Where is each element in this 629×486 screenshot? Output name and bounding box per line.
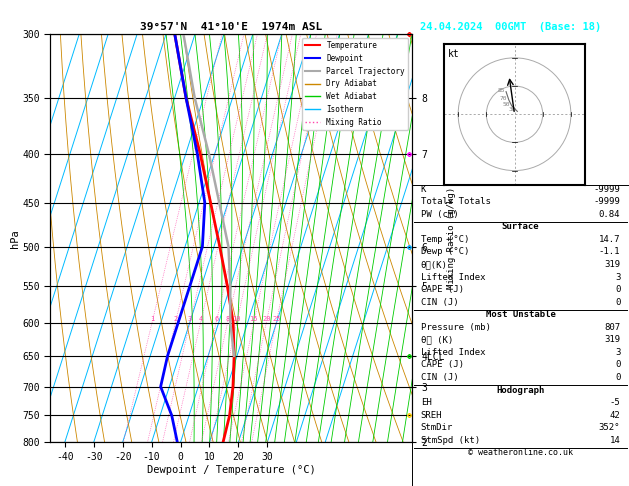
Text: θᴄ (K): θᴄ (K) [421, 335, 453, 345]
Text: 3: 3 [188, 316, 192, 322]
Text: θᴄ(K): θᴄ(K) [421, 260, 448, 269]
Text: kt: kt [448, 50, 460, 59]
Text: 14: 14 [610, 436, 620, 445]
Text: CAPE (J): CAPE (J) [421, 285, 464, 294]
Text: 0.84: 0.84 [599, 210, 620, 219]
Text: Lifted Index: Lifted Index [421, 348, 485, 357]
Legend: Temperature, Dewpoint, Parcel Trajectory, Dry Adiabat, Wet Adiabat, Isotherm, Mi: Temperature, Dewpoint, Parcel Trajectory… [302, 38, 408, 130]
Text: 10: 10 [233, 316, 241, 322]
Text: CIN (J): CIN (J) [421, 373, 459, 382]
Title: 39°57'N  41°10'E  1974m ASL: 39°57'N 41°10'E 1974m ASL [140, 22, 322, 32]
Y-axis label: Mixing Ratio (g/kg): Mixing Ratio (g/kg) [447, 187, 456, 289]
Text: 319: 319 [604, 260, 620, 269]
Text: 8: 8 [226, 316, 230, 322]
Text: 2: 2 [174, 316, 177, 322]
Text: Surface: Surface [502, 222, 539, 231]
Text: CAPE (J): CAPE (J) [421, 361, 464, 369]
Text: -1.1: -1.1 [599, 247, 620, 257]
Text: 0: 0 [615, 361, 620, 369]
Text: 25: 25 [272, 316, 281, 322]
X-axis label: Dewpoint / Temperature (°C): Dewpoint / Temperature (°C) [147, 465, 316, 475]
Text: CIN (J): CIN (J) [421, 297, 459, 307]
Text: PW (cm): PW (cm) [421, 210, 459, 219]
Text: -9999: -9999 [593, 185, 620, 194]
Text: Totals Totals: Totals Totals [421, 197, 491, 206]
Text: 14.7: 14.7 [599, 235, 620, 244]
Text: 0: 0 [615, 297, 620, 307]
Text: 6: 6 [214, 316, 218, 322]
Text: 50: 50 [503, 102, 510, 107]
Text: 1: 1 [150, 316, 154, 322]
Text: Hodograph: Hodograph [496, 385, 545, 395]
Text: Lifted Index: Lifted Index [421, 273, 485, 281]
Text: 30: 30 [508, 107, 516, 112]
Text: StmSpd (kt): StmSpd (kt) [421, 436, 480, 445]
Y-axis label: hPa: hPa [9, 229, 19, 247]
Text: -5: -5 [610, 398, 620, 407]
Text: 319: 319 [604, 335, 620, 345]
Text: 24.04.2024  00GMT  (Base: 18): 24.04.2024 00GMT (Base: 18) [420, 22, 601, 32]
Text: 42: 42 [610, 411, 620, 420]
Text: 15: 15 [250, 316, 258, 322]
Text: Pressure (mb): Pressure (mb) [421, 323, 491, 332]
Text: Dewp (°C): Dewp (°C) [421, 247, 469, 257]
Text: 85: 85 [497, 87, 504, 93]
Text: Most Unstable: Most Unstable [486, 310, 555, 319]
Text: 20: 20 [262, 316, 270, 322]
Text: SREH: SREH [421, 411, 442, 420]
Text: © weatheronline.co.uk: © weatheronline.co.uk [468, 448, 573, 457]
Text: 70: 70 [500, 96, 508, 101]
Text: 3: 3 [615, 273, 620, 281]
Text: 3: 3 [615, 348, 620, 357]
Text: -9999: -9999 [593, 197, 620, 206]
Text: 4: 4 [199, 316, 203, 322]
Text: K: K [421, 185, 426, 194]
Text: EH: EH [421, 398, 431, 407]
Text: 0: 0 [615, 373, 620, 382]
Text: 807: 807 [604, 323, 620, 332]
Text: 352°: 352° [599, 423, 620, 432]
Text: StmDir: StmDir [421, 423, 453, 432]
Text: Temp (°C): Temp (°C) [421, 235, 469, 244]
Text: 0: 0 [615, 285, 620, 294]
